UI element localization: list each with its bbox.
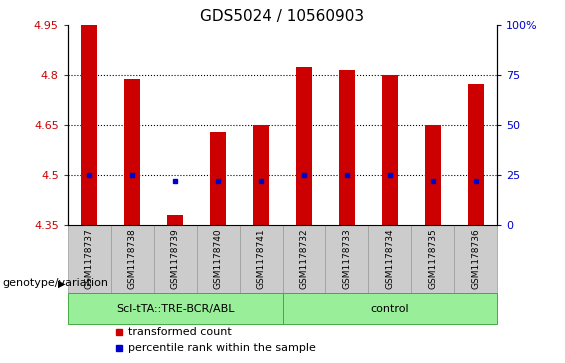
Bar xyxy=(382,75,398,225)
Text: GSM1178734: GSM1178734 xyxy=(385,229,394,289)
Bar xyxy=(81,25,97,225)
Bar xyxy=(253,125,269,225)
Text: GSM1178739: GSM1178739 xyxy=(171,229,180,289)
Bar xyxy=(325,225,368,293)
Text: GSM1178732: GSM1178732 xyxy=(299,229,308,289)
Bar xyxy=(339,70,355,225)
Text: GSM1178736: GSM1178736 xyxy=(471,229,480,289)
Bar xyxy=(282,293,497,325)
Bar xyxy=(68,293,282,325)
Bar xyxy=(240,225,282,293)
Text: control: control xyxy=(371,304,409,314)
Bar xyxy=(154,225,197,293)
Text: Scl-tTA::TRE-BCR/ABL: Scl-tTA::TRE-BCR/ABL xyxy=(116,304,234,314)
Bar xyxy=(454,225,497,293)
Text: GSM1178738: GSM1178738 xyxy=(128,229,137,289)
Title: GDS5024 / 10560903: GDS5024 / 10560903 xyxy=(201,9,364,24)
Bar xyxy=(124,78,140,225)
Bar xyxy=(210,132,226,225)
Bar xyxy=(167,215,183,225)
Text: percentile rank within the sample: percentile rank within the sample xyxy=(128,343,316,353)
Text: transformed count: transformed count xyxy=(128,327,232,337)
Bar xyxy=(468,83,484,225)
Text: GSM1178740: GSM1178740 xyxy=(214,229,223,289)
Text: GSM1178735: GSM1178735 xyxy=(428,229,437,289)
Bar xyxy=(296,67,312,225)
Bar xyxy=(197,225,240,293)
Text: GSM1178733: GSM1178733 xyxy=(342,229,351,289)
Text: GSM1178741: GSM1178741 xyxy=(257,229,266,289)
Bar xyxy=(111,225,154,293)
Bar xyxy=(425,125,441,225)
Text: ▶: ▶ xyxy=(58,278,65,288)
Bar xyxy=(368,225,411,293)
Bar xyxy=(282,225,325,293)
Bar xyxy=(411,225,454,293)
Text: genotype/variation: genotype/variation xyxy=(3,278,109,288)
Text: GSM1178737: GSM1178737 xyxy=(85,229,94,289)
Bar xyxy=(68,225,111,293)
